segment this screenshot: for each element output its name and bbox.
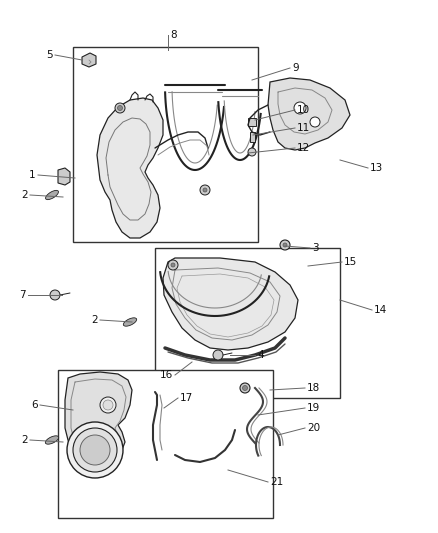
Bar	[155, 248, 340, 398]
Ellipse shape	[73, 428, 117, 472]
Ellipse shape	[80, 435, 110, 465]
Ellipse shape	[46, 190, 58, 200]
Ellipse shape	[171, 263, 175, 267]
Text: 12: 12	[297, 143, 311, 153]
Text: 3: 3	[312, 243, 319, 253]
Text: 11: 11	[297, 123, 311, 133]
Text: 13: 13	[370, 163, 383, 173]
Polygon shape	[163, 258, 298, 350]
Text: 21: 21	[270, 477, 283, 487]
Ellipse shape	[103, 400, 113, 410]
Ellipse shape	[248, 148, 256, 156]
Text: 7: 7	[19, 290, 26, 300]
Text: 18: 18	[307, 383, 321, 393]
Polygon shape	[97, 98, 163, 238]
Ellipse shape	[283, 243, 287, 247]
Ellipse shape	[200, 185, 210, 195]
Ellipse shape	[124, 318, 137, 326]
Ellipse shape	[203, 188, 207, 192]
Text: 19: 19	[307, 403, 321, 413]
Text: 1: 1	[29, 170, 36, 180]
Ellipse shape	[67, 422, 123, 478]
Text: 8: 8	[170, 30, 177, 40]
Ellipse shape	[213, 350, 223, 360]
Polygon shape	[268, 78, 350, 150]
Ellipse shape	[280, 240, 290, 250]
Polygon shape	[250, 132, 255, 142]
Ellipse shape	[50, 290, 60, 300]
Text: 20: 20	[307, 423, 320, 433]
Text: 14: 14	[374, 305, 388, 315]
Ellipse shape	[310, 117, 320, 127]
Bar	[58, 370, 273, 518]
Ellipse shape	[240, 383, 250, 393]
Text: 2: 2	[21, 435, 28, 445]
Polygon shape	[248, 118, 256, 126]
Ellipse shape	[243, 385, 247, 391]
Polygon shape	[58, 168, 70, 185]
Text: 10: 10	[297, 105, 310, 115]
Text: 6: 6	[31, 400, 38, 410]
Polygon shape	[65, 372, 132, 466]
Text: 9: 9	[292, 63, 299, 73]
Text: 5: 5	[46, 50, 53, 60]
Ellipse shape	[294, 102, 306, 114]
Polygon shape	[82, 53, 96, 67]
Text: 2: 2	[21, 190, 28, 200]
Text: 16: 16	[159, 370, 173, 380]
Text: 17: 17	[180, 393, 194, 403]
Bar	[73, 47, 258, 242]
Text: 2: 2	[91, 315, 98, 325]
Ellipse shape	[117, 106, 123, 110]
Ellipse shape	[46, 436, 59, 444]
Text: 15: 15	[344, 257, 357, 267]
Ellipse shape	[100, 397, 116, 413]
Text: 4: 4	[257, 350, 264, 360]
Ellipse shape	[168, 260, 178, 270]
Ellipse shape	[115, 103, 125, 113]
